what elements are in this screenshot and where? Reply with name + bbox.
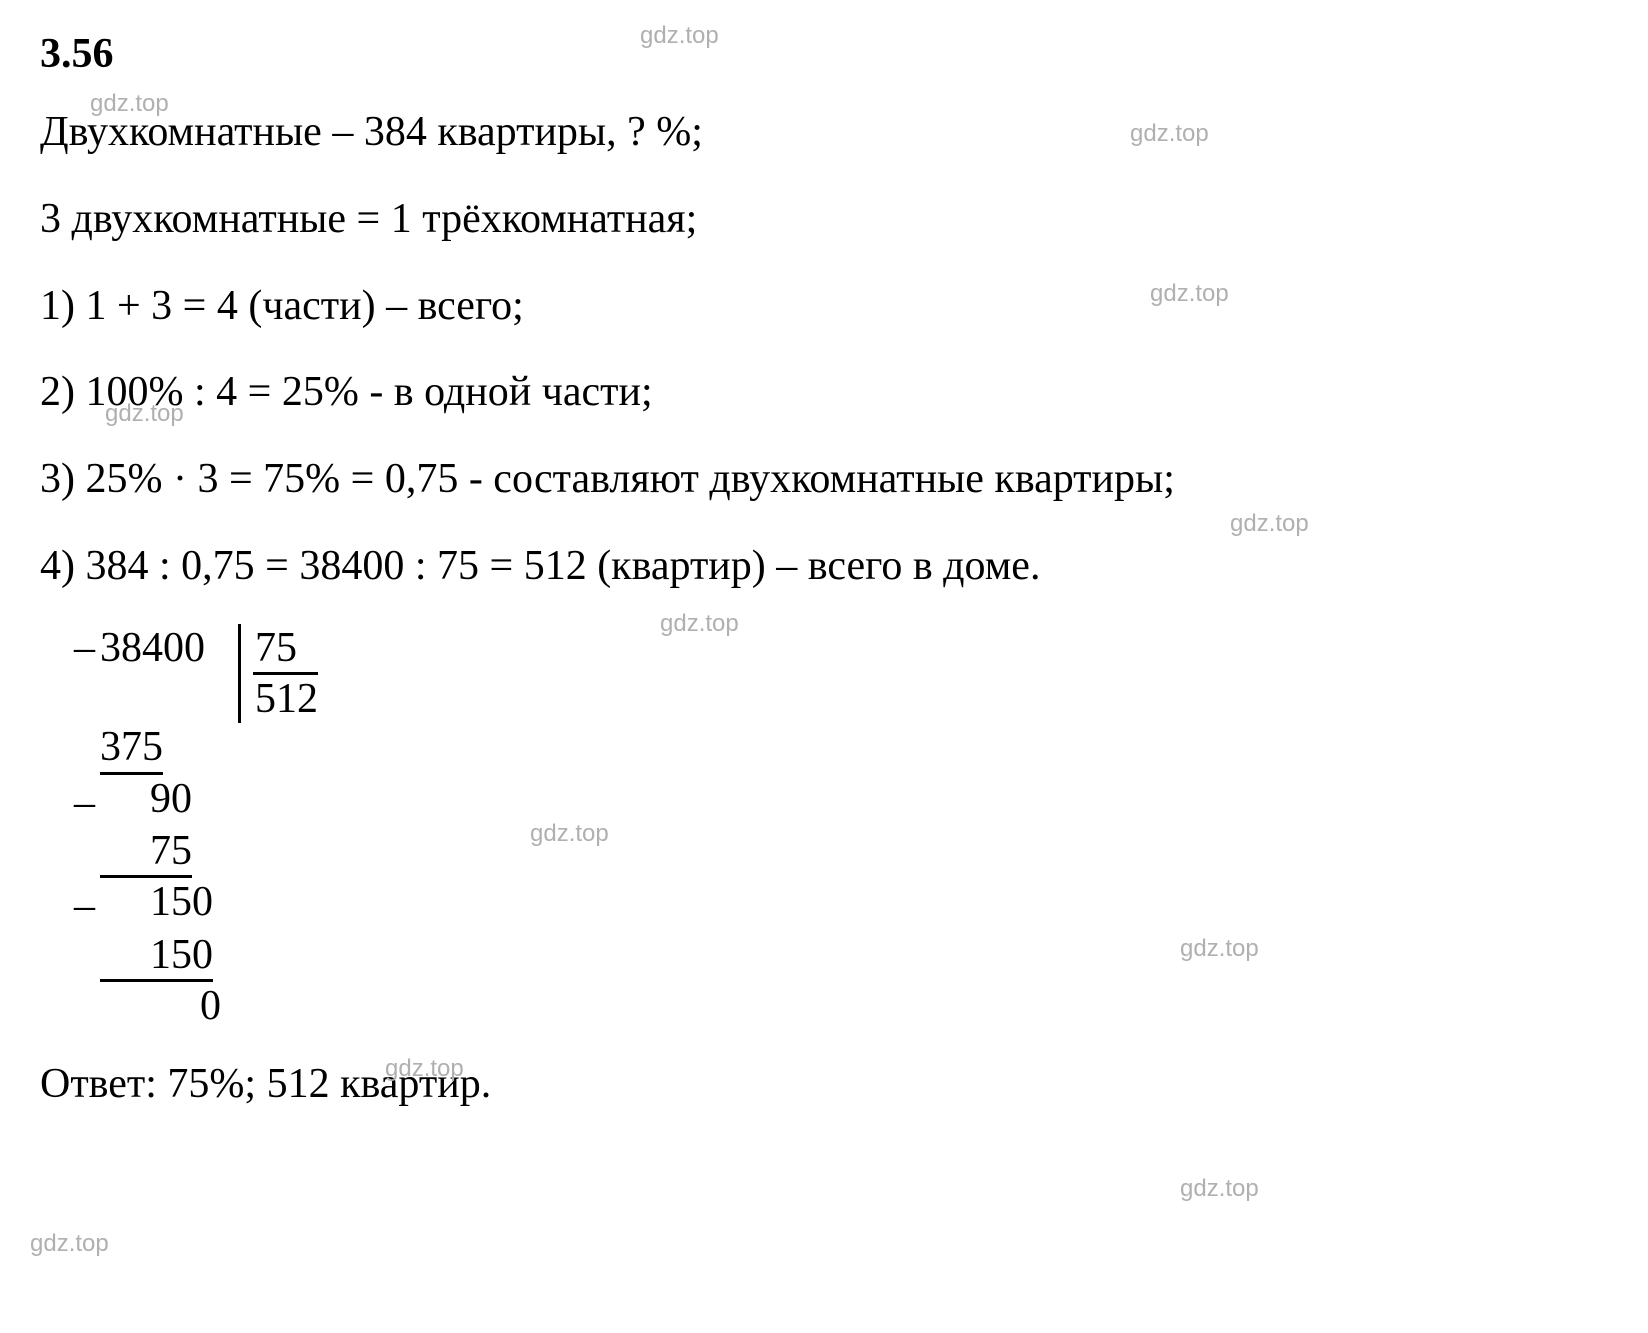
long-division: – 38400 75 512 375 – 90 75 – 150 150 0 bbox=[70, 624, 1608, 1030]
quotient: 512 bbox=[253, 675, 318, 723]
divisor: 75 bbox=[253, 624, 318, 675]
minus-sign: – bbox=[70, 878, 100, 930]
dividend: 38400 bbox=[100, 624, 230, 672]
step-4: 4) 384 : 0,75 = 38400 : 75 = 512 (кварти… bbox=[40, 537, 1608, 596]
sub-1: 375 bbox=[100, 723, 163, 774]
answer: Ответ: 75%; 512 квартир. bbox=[40, 1060, 1608, 1108]
watermark: gdz.top bbox=[1230, 510, 1309, 538]
sub-3: 150 bbox=[100, 931, 213, 982]
watermark: gdz.top bbox=[1180, 1175, 1259, 1203]
remainder-2: 150 bbox=[100, 878, 213, 926]
problem-number: 3.56 bbox=[40, 30, 1608, 78]
step-3: 3) 25% · 3 = 75% = 0,75 - составляют дву… bbox=[40, 450, 1608, 509]
step-2: 2) 100% : 4 = 25% - в одной части; bbox=[40, 363, 1608, 422]
given-line-1: Двухкомнатные – 384 квартиры, ? %; bbox=[40, 103, 1608, 162]
watermark: gdz.top bbox=[30, 1230, 109, 1258]
minus-sign: – bbox=[70, 624, 100, 672]
final-remainder: 0 bbox=[100, 982, 221, 1030]
minus-sign: – bbox=[70, 775, 100, 827]
remainder-1: 90 bbox=[100, 775, 192, 823]
sub-2: 75 bbox=[100, 827, 192, 878]
step-1: 1) 1 + 3 = 4 (части) – всего; bbox=[40, 277, 1608, 336]
given-line-2: 3 двухкомнатные = 1 трёхкомнатная; bbox=[40, 190, 1608, 249]
